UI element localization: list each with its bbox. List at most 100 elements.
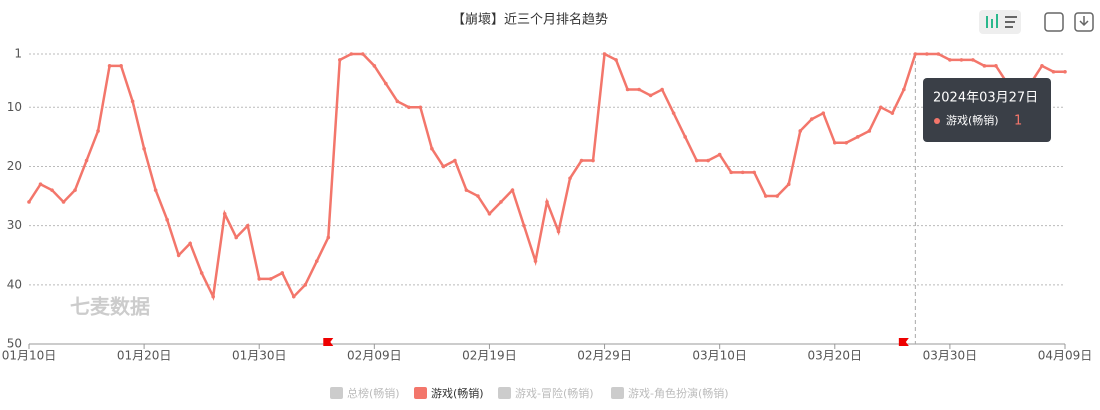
x-tick-label: 02月29日 [577, 349, 632, 363]
point [556, 229, 561, 234]
point [234, 235, 238, 240]
point [73, 188, 77, 192]
point [361, 52, 365, 56]
point [314, 259, 319, 263]
legend-swatch [498, 387, 511, 399]
point [740, 170, 745, 175]
legend-item[interactable]: 游戏(畅销) [414, 386, 484, 400]
tooltip-value: 1 [1014, 114, 1022, 129]
point [660, 87, 664, 92]
point [349, 52, 354, 56]
point [994, 64, 998, 68]
tooltip-series: 游戏(畅销) [946, 113, 999, 127]
point [453, 158, 457, 163]
point [925, 52, 929, 56]
point [153, 188, 158, 192]
point [510, 188, 515, 192]
point [798, 129, 803, 133]
x-tick-label: 01月10日 [2, 349, 57, 363]
point [61, 200, 66, 204]
point [338, 58, 342, 62]
point [752, 170, 756, 175]
tooltip-box [923, 78, 1051, 142]
point [533, 259, 538, 263]
point [879, 105, 883, 110]
point [763, 194, 768, 198]
save-image-button[interactable] [1044, 12, 1064, 32]
point [591, 158, 595, 163]
legend-item[interactable]: 总榜(畅销) [330, 386, 400, 400]
point [487, 211, 492, 216]
point [637, 87, 641, 92]
point [579, 158, 584, 163]
point [268, 277, 273, 281]
point [245, 223, 250, 228]
point [706, 158, 710, 163]
download-button[interactable] [1074, 12, 1094, 32]
event-flag [323, 338, 334, 350]
tooltip-dot [934, 118, 940, 124]
point [165, 217, 169, 222]
point [326, 235, 331, 240]
x-tick-label: 02月19日 [462, 349, 517, 363]
point [199, 271, 204, 275]
point [291, 294, 296, 299]
point [476, 194, 480, 198]
line [27, 52, 1065, 301]
point [902, 87, 906, 92]
legend-swatch [330, 387, 343, 399]
legend-swatch [414, 387, 427, 399]
legend-swatch [611, 387, 624, 399]
point [222, 211, 227, 216]
point [809, 117, 814, 121]
x-tick-label: 01月20日 [117, 349, 172, 363]
point [1051, 69, 1056, 74]
y-tick-label: 40 [7, 277, 22, 291]
y-tick-label: 30 [7, 218, 22, 232]
point [936, 52, 941, 56]
point [982, 64, 987, 68]
point [464, 188, 469, 192]
point [384, 81, 388, 86]
point [499, 200, 503, 204]
point [257, 277, 262, 281]
y-tick-label: 20 [7, 159, 22, 173]
point [671, 111, 676, 115]
point [38, 182, 43, 187]
point [867, 129, 872, 133]
point [913, 52, 918, 56]
point [303, 283, 308, 287]
point [84, 158, 89, 163]
point [418, 105, 423, 110]
x-tick-label: 03月10日 [692, 349, 747, 363]
point [775, 194, 780, 198]
point [844, 140, 849, 145]
point [729, 170, 733, 175]
tooltip-date: 2024年03月27日 [933, 91, 1038, 106]
x-tick-label: 02月09日 [347, 349, 402, 363]
point [856, 135, 860, 139]
y-tick-label: 1 [14, 47, 22, 61]
x-tick-label: 04月09日 [1038, 349, 1093, 363]
point [832, 140, 837, 145]
point [188, 241, 192, 246]
legend-label: 游戏(畅销) [431, 386, 484, 400]
legend-item[interactable]: 游戏-冒险(畅销) [498, 386, 594, 400]
point [372, 64, 377, 68]
chart-title: 【崩壞】近三个月排名趋势 [452, 12, 608, 28]
point [27, 200, 31, 204]
point [545, 200, 549, 204]
point [50, 188, 54, 192]
legend-label: 游戏-角色扮演(畅销) [628, 386, 729, 400]
point [683, 135, 687, 139]
legend-label: 总榜(畅销) [347, 386, 400, 400]
point [971, 58, 975, 62]
watermark: 七麦数据 [70, 295, 150, 319]
point [96, 129, 100, 133]
legend-label: 游戏-冒险(畅销) [515, 386, 594, 400]
legend-item[interactable]: 游戏-角色扮演(畅销) [611, 386, 729, 400]
point [694, 158, 699, 163]
point [176, 253, 181, 258]
